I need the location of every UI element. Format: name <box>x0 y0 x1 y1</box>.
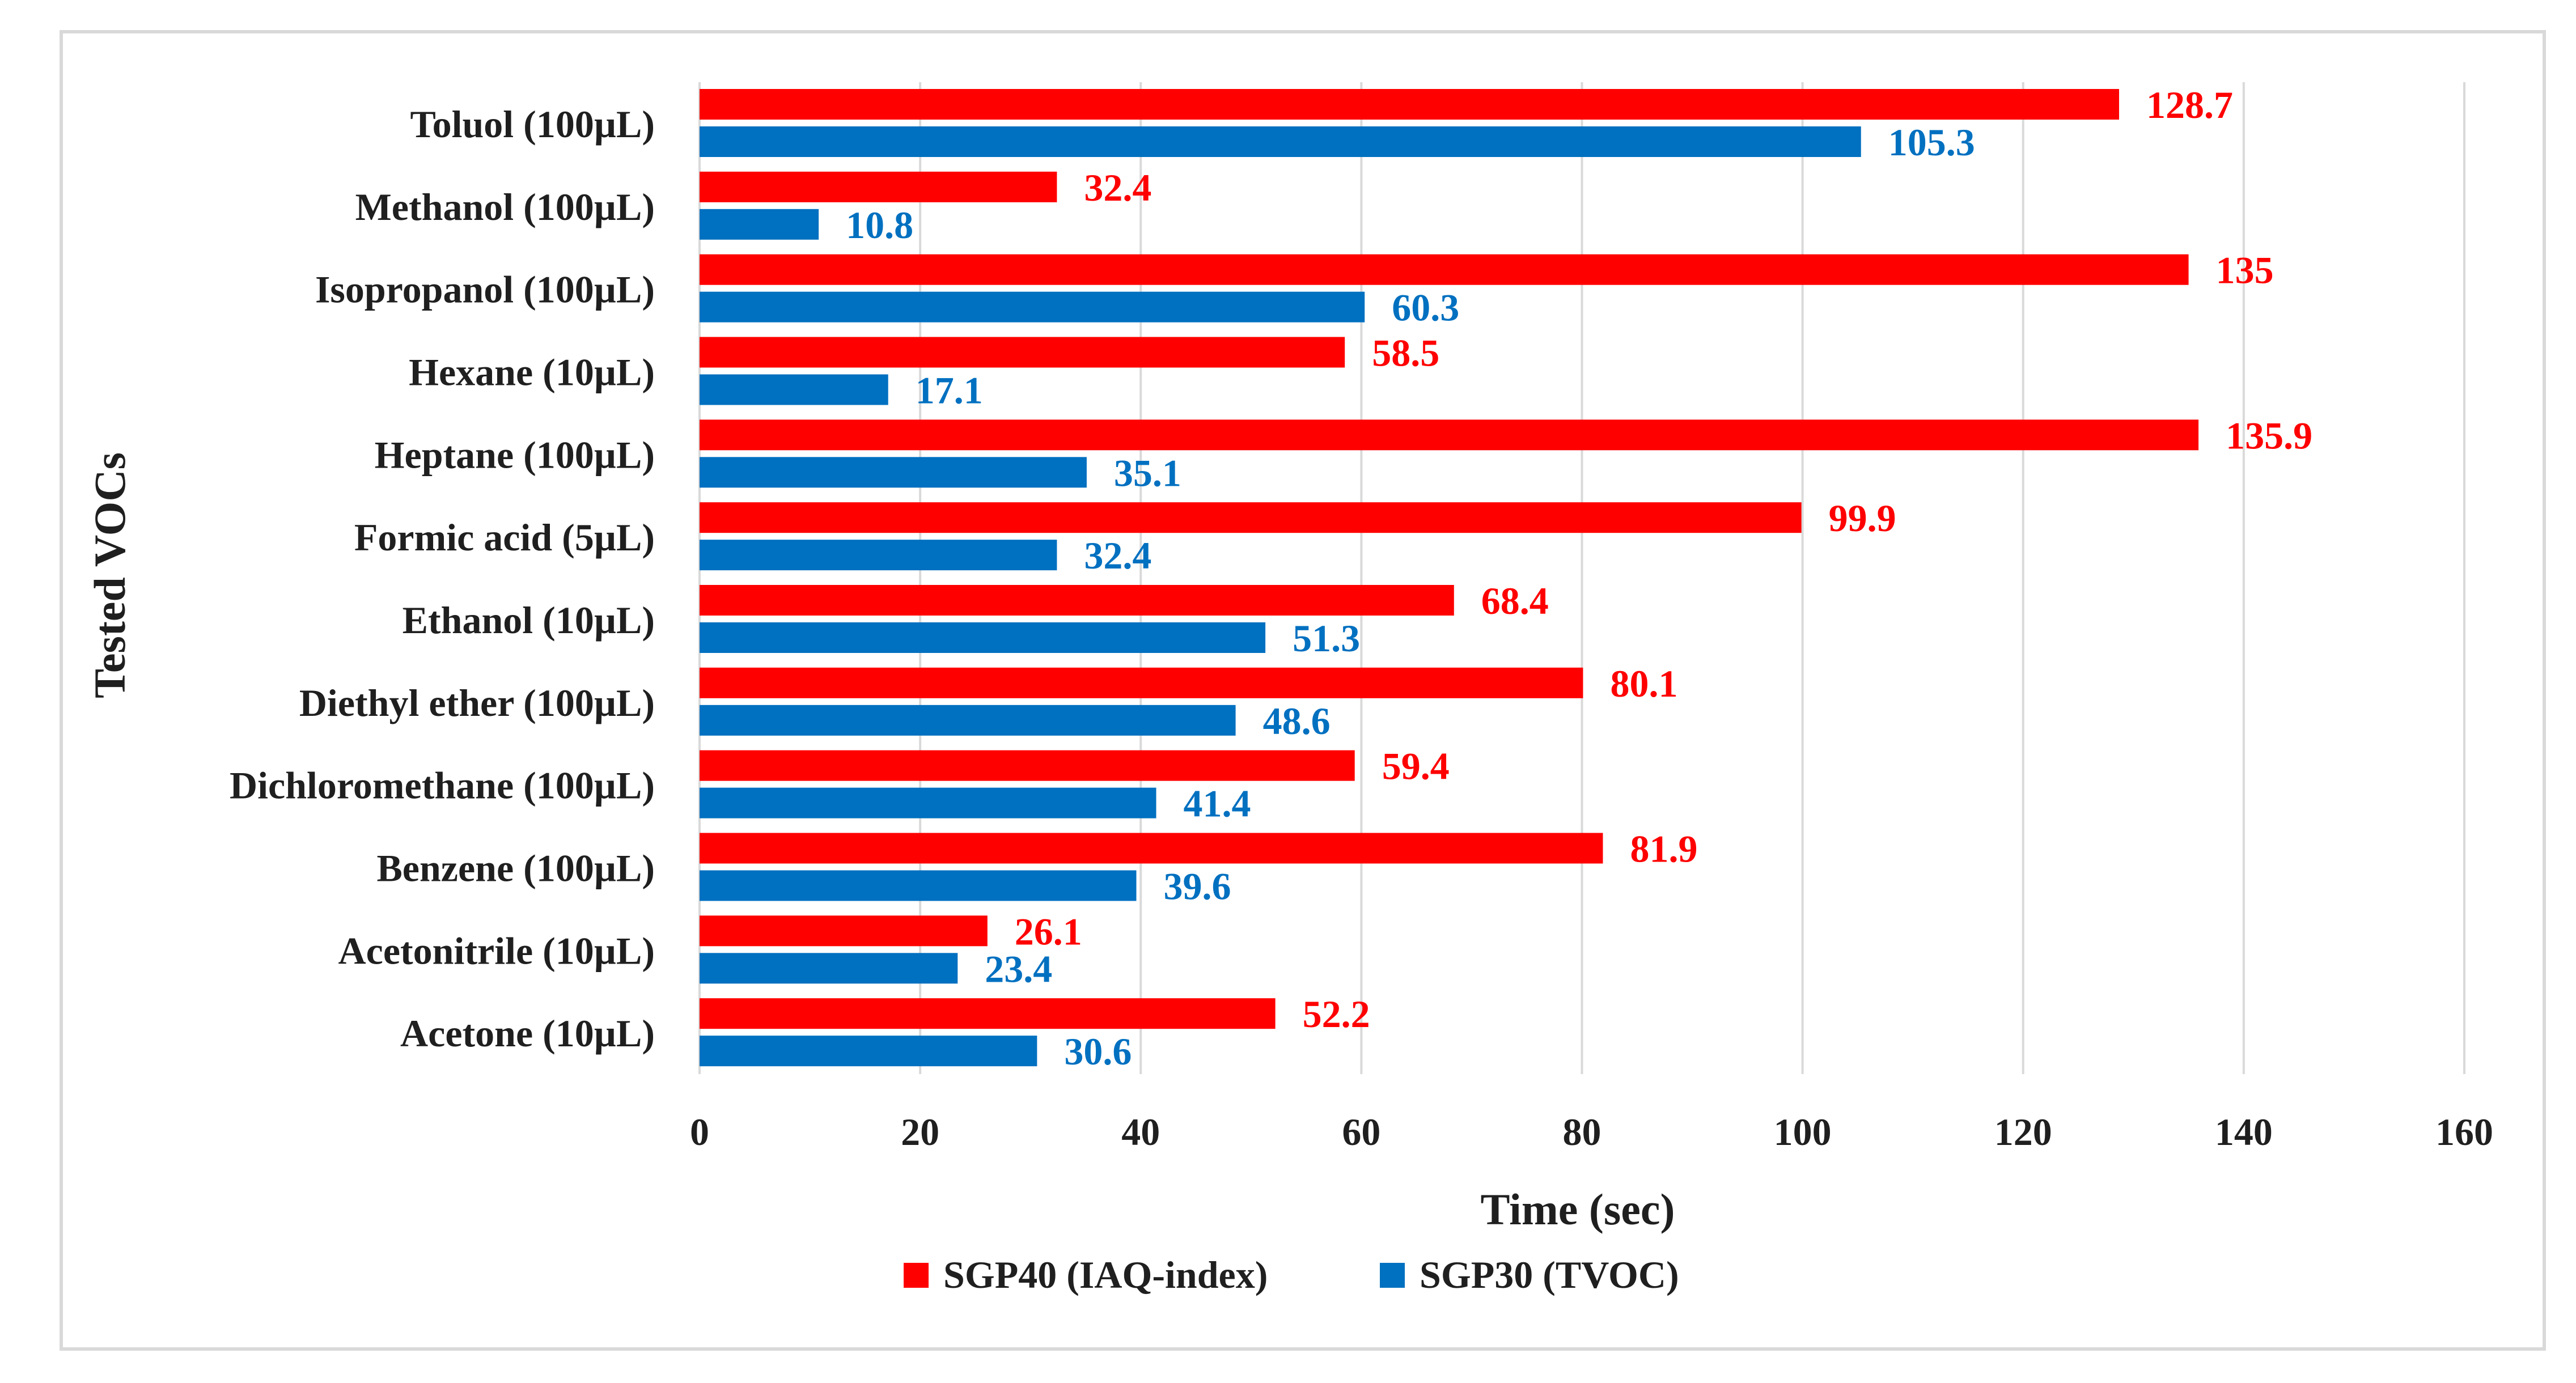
legend-label-sgp30: SGP30 (TVOC) <box>1420 1253 1679 1296</box>
x-tick-label-0: 0 <box>690 1110 709 1153</box>
legend-swatch-sgp40 <box>904 1263 929 1288</box>
bar-layer <box>700 89 2199 1067</box>
y-tick-label-benzene-100-l: Benzene (100µL) <box>376 846 655 889</box>
bar-sgp30-dichloromethane-100-l <box>700 787 1156 818</box>
data-label-sgp30-hexane-10-l: 17.1 <box>916 369 983 412</box>
bar-sgp30-isopropanol-100-l <box>700 291 1365 323</box>
x-axis-title: Time (sec) <box>1481 1185 1675 1234</box>
bar-sgp40-isopropanol-100-l <box>700 254 2189 285</box>
y-axis-title: Tested VOCs <box>85 452 134 698</box>
x-tick-label-100: 100 <box>1774 1110 1832 1153</box>
data-label-sgp30-heptane-100-l: 35.1 <box>1114 451 1181 494</box>
legend-label-sgp40: SGP40 (IAQ-index) <box>943 1253 1268 1296</box>
bar-sgp40-ethanol-10-l <box>700 585 1454 616</box>
data-label-sgp40-diethyl-ether-100-l: 80.1 <box>1610 662 1677 705</box>
legend-swatch-sgp30 <box>1380 1263 1405 1288</box>
x-tick-label-20: 20 <box>901 1110 939 1153</box>
y-tick-label-acetonitrile-10-l: Acetonitrile (10µL) <box>338 929 655 972</box>
bar-sgp30-acetone-10-l <box>700 1036 1037 1067</box>
bar-sgp30-hexane-10-l <box>700 374 888 405</box>
data-label-sgp30-formic-acid-5-l: 32.4 <box>1084 534 1151 577</box>
data-label-sgp30-methanol-100-l: 10.8 <box>846 203 913 247</box>
bar-sgp30-acetonitrile-10-l <box>700 953 958 984</box>
data-label-sgp30-acetone-10-l: 30.6 <box>1064 1030 1132 1073</box>
y-tick-label-toluol-100-l: Toluol (100µL) <box>410 103 655 146</box>
x-tick-label-80: 80 <box>1563 1110 1601 1153</box>
bar-sgp40-diethyl-ether-100-l <box>700 667 1583 698</box>
y-tick-label-hexane-10-l: Hexane (10µL) <box>409 350 655 393</box>
data-label-sgp40-acetone-10-l: 52.2 <box>1303 992 1370 1036</box>
y-tick-label-dichloromethane-100-l: Dichloromethane (100µL) <box>230 764 655 807</box>
x-tick-label-60: 60 <box>1342 1110 1380 1153</box>
y-tick-label-methanol-100-l: Methanol (100µL) <box>355 185 655 228</box>
data-label-sgp40-formic-acid-5-l: 99.9 <box>1829 497 1896 540</box>
data-label-sgp40-isopropanol-100-l: 135 <box>2216 249 2274 292</box>
bar-sgp40-hexane-10-l <box>700 337 1345 368</box>
bar-sgp30-diethyl-ether-100-l <box>700 705 1236 736</box>
y-tick-label-ethanol-10-l: Ethanol (10µL) <box>402 599 655 642</box>
data-label-sgp40-heptane-100-l: 135.9 <box>2226 414 2312 457</box>
category-axis: Toluol (100µL) Methanol (100µL) Isopropano… <box>230 103 655 1055</box>
y-tick-label-isopropanol-100-l: Isopropanol (100µL) <box>315 268 655 311</box>
y-tick-label-acetone-10-l: Acetone (10µL) <box>400 1012 655 1055</box>
bar-sgp30-formic-acid-5-l <box>700 540 1057 571</box>
x-tick-label-40: 40 <box>1121 1110 1160 1153</box>
data-label-sgp30-diethyl-ether-100-l: 48.6 <box>1263 699 1331 743</box>
legend: SGP40 (IAQ-index) SGP30 (TVOC) <box>904 1253 1679 1296</box>
bar-sgp30-heptane-100-l <box>700 457 1087 488</box>
bar-sgp30-methanol-100-l <box>700 209 819 240</box>
data-label-sgp30-benzene-100-l: 39.6 <box>1163 865 1231 908</box>
data-label-sgp30-ethanol-10-l: 51.3 <box>1293 617 1360 660</box>
bar-sgp40-methanol-100-l <box>700 171 1057 202</box>
bar-sgp30-ethanol-10-l <box>700 622 1266 653</box>
bar-sgp40-benzene-100-l <box>700 833 1603 864</box>
x-tick-label-140: 140 <box>2215 1110 2273 1153</box>
bar-sgp40-heptane-100-l <box>700 419 2199 451</box>
bar-sgp40-acetonitrile-10-l <box>700 915 988 947</box>
data-label-sgp30-acetonitrile-10-l: 23.4 <box>985 947 1052 990</box>
bar-sgp30-toluol-100-l <box>700 126 1861 157</box>
label-layer: 128.7 105.3 32.4 10.8 135 60.358.5 17.1 135.9 35… <box>846 83 2312 1073</box>
data-label-sgp40-dichloromethane-100-l: 59.4 <box>1382 745 1450 788</box>
data-label-sgp30-dichloromethane-100-l: 41.4 <box>1183 782 1251 825</box>
grid-layer <box>698 82 2465 1074</box>
data-label-sgp40-acetonitrile-10-l: 26.1 <box>1015 910 1082 953</box>
data-label-sgp40-toluol-100-l: 128.7 <box>2146 83 2233 126</box>
value-axis: 0 20 40 60 80 100 120 140 160 <box>690 1110 2493 1153</box>
data-label-sgp30-toluol-100-l: 105.3 <box>1888 121 1975 164</box>
x-tick-label-120: 120 <box>1994 1110 2052 1153</box>
bar-sgp40-dichloromethane-100-l <box>700 750 1355 781</box>
data-label-sgp40-methanol-100-l: 32.4 <box>1084 166 1151 209</box>
x-tick-label-160: 160 <box>2435 1110 2493 1153</box>
bar-sgp40-formic-acid-5-l <box>700 502 1802 533</box>
data-label-sgp40-ethanol-10-l: 68.4 <box>1481 579 1549 622</box>
data-label-sgp40-hexane-10-l: 58.5 <box>1372 332 1439 375</box>
y-tick-label-diethyl-ether-100-l: Diethyl ether (100µL) <box>299 681 655 724</box>
bar-sgp40-toluol-100-l <box>700 89 2120 120</box>
data-label-sgp40-benzene-100-l: 81.9 <box>1630 828 1697 871</box>
bar-sgp40-acetone-10-l <box>700 998 1276 1029</box>
y-tick-label-heptane-100-l: Heptane (100µL) <box>375 433 655 476</box>
data-label-sgp30-isopropanol-100-l: 60.3 <box>1392 286 1459 329</box>
bar-sgp30-benzene-100-l <box>700 870 1137 901</box>
y-tick-label-formic-acid-5-l: Formic acid (5µL) <box>354 516 655 559</box>
